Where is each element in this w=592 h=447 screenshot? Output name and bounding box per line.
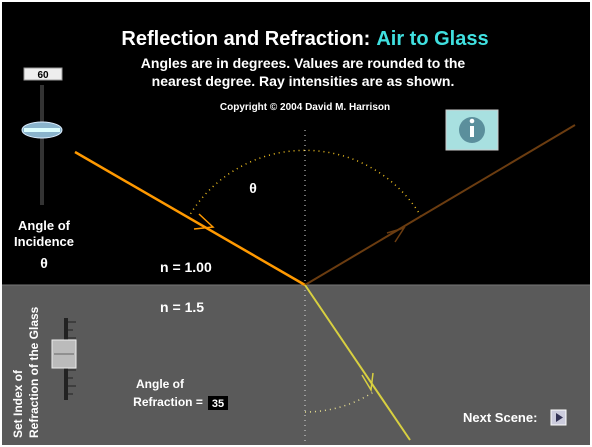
air-index: n = 1.00 <box>160 259 212 275</box>
incidence-slider-knob[interactable] <box>22 122 62 138</box>
incidence-label: Incidence <box>14 234 74 249</box>
title-text: Reflection and Refraction: <box>121 28 370 50</box>
refraction-value: 35 <box>212 398 224 410</box>
subtitle: Angles are in degrees. Values are rounde… <box>141 55 466 71</box>
refraction-label: Angle of <box>136 377 185 391</box>
copyright: Copyright © 2004 David M. Harrison <box>220 102 390 113</box>
simulation: Reflection and Refraction: Air to Glass A… <box>0 0 592 447</box>
incidence-value: 60 <box>37 70 49 81</box>
title: Reflection and Refraction: Air to Glass <box>121 28 488 50</box>
incidence-label: Angle of <box>18 218 71 233</box>
subtitle: nearest degree. Ray intensities are as s… <box>152 73 455 89</box>
knob-line[interactable] <box>24 128 60 132</box>
glass-slider-label: Set Index of <box>11 369 25 438</box>
theta: θ <box>40 255 48 271</box>
theta: θ <box>249 180 257 196</box>
glass-slider-label: Refraction of the Glass <box>27 306 41 438</box>
title-highlight: Air to Glass <box>376 28 488 50</box>
info-i[interactable] <box>470 126 474 137</box>
info-dot[interactable] <box>470 119 475 124</box>
refraction-label: Refraction = <box>133 395 203 409</box>
glass-index-value: 1.5 <box>185 299 205 315</box>
slider-track <box>40 85 44 205</box>
next-scene-label: Next Scene: <box>463 410 537 425</box>
glass-index-label: n = <box>160 299 181 315</box>
